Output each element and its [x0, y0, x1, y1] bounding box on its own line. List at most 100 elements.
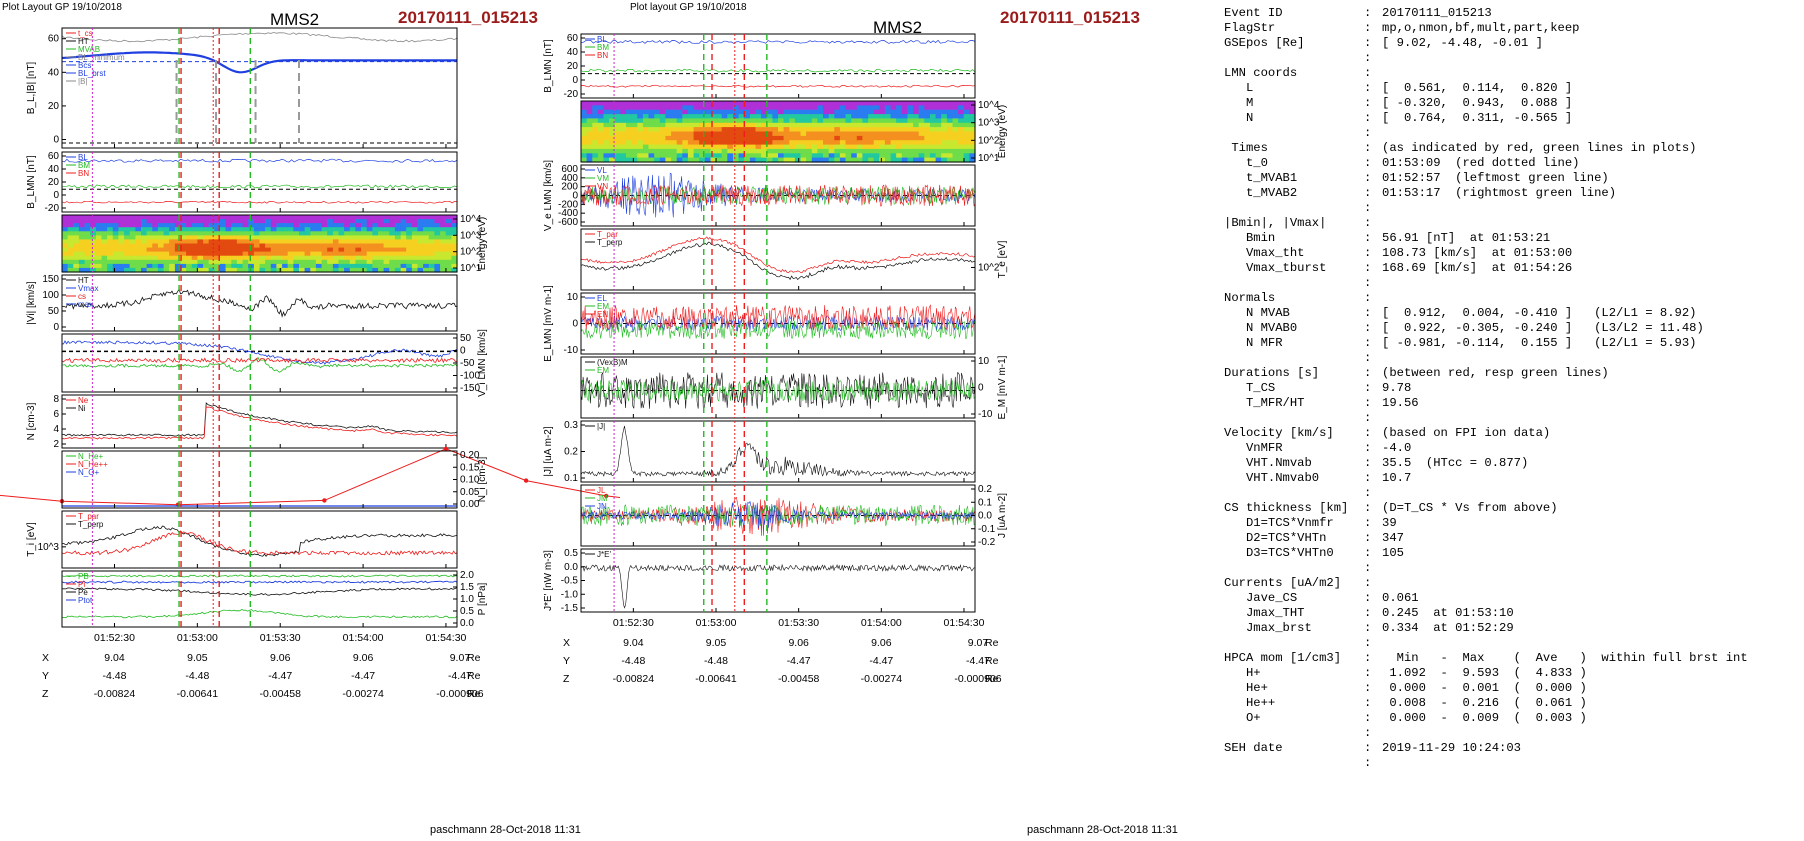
spectrogram-cell — [946, 118, 954, 124]
spectrogram-cell — [834, 131, 841, 137]
spectrogram-cell — [208, 235, 215, 241]
spectrogram-cell — [287, 235, 294, 241]
spectrogram-cell — [958, 157, 965, 163]
spectrogram-cell — [879, 135, 886, 141]
spectrogram-cell — [896, 105, 903, 111]
spectrogram-cell — [389, 223, 396, 228]
spectrogram-cell — [873, 101, 880, 106]
spectrogram-cell — [896, 127, 903, 133]
spectrogram-cell — [738, 135, 745, 141]
panel-frame — [61, 570, 458, 628]
spectrogram-cell — [952, 118, 959, 124]
spectrogram-cell — [141, 215, 148, 220]
spectrogram-cell — [349, 215, 356, 220]
spectrogram-cell — [856, 131, 863, 137]
spectrogram-cell — [868, 109, 875, 115]
spectrogram-cell — [946, 127, 954, 133]
y-tick-label: 10^1 — [460, 263, 482, 274]
spectrogram-cell — [620, 114, 627, 120]
info-key: LMN coords — [1224, 66, 1298, 80]
info-value: 0.000 - 0.009 ( 0.003 ) — [1382, 711, 1587, 725]
spectrogram-cell — [366, 263, 373, 269]
spectrogram-cell — [738, 127, 745, 133]
spectrogram-cell — [654, 127, 661, 133]
spectrogram-cell — [417, 251, 424, 257]
spectrogram-cell — [174, 231, 182, 236]
spectrogram-cell — [626, 135, 633, 141]
spectrogram-cell — [603, 140, 610, 146]
spectrogram-cell — [282, 263, 289, 269]
spectrogram-cell — [135, 251, 142, 257]
spectrogram-cell — [157, 243, 165, 249]
spectrogram-cell — [597, 101, 605, 106]
spectrogram-cell — [248, 239, 255, 245]
spectrogram-cell — [817, 114, 824, 120]
spectrogram-cell — [355, 247, 362, 253]
spectrogram-cell — [299, 255, 306, 261]
info-colon: : — [1364, 141, 1372, 155]
spectrogram-cell — [592, 135, 599, 141]
spectrogram-cell — [163, 251, 170, 257]
spectrogram-cell — [366, 239, 373, 245]
spectrogram-cell — [704, 144, 711, 150]
info-value: [ 0.912, 0.004, -0.410 ] (L2/L1 = 8.92) — [1382, 306, 1697, 320]
spectrogram-cell — [783, 148, 790, 154]
spectrogram-cell — [794, 105, 802, 111]
spectrogram-cell — [197, 239, 204, 245]
spectrogram-cell — [693, 153, 700, 159]
spectrogram-cell — [941, 114, 948, 120]
spectrogram-cell — [220, 223, 227, 228]
spectrogram-cell — [327, 231, 334, 236]
spectrogram-cell — [152, 247, 159, 253]
spectrogram-cell — [197, 219, 204, 224]
y-axis-label: T_e [eV] — [997, 240, 1008, 278]
spectrogram-cell — [845, 109, 852, 115]
spectrogram-cell — [716, 122, 723, 128]
ephemeris-unit: Re — [985, 637, 999, 649]
spectrogram-cell — [157, 267, 165, 273]
spectrogram-cell — [372, 251, 379, 257]
spectrogram-cell — [839, 148, 847, 154]
y-tick-label: 10^3 — [460, 230, 482, 241]
y-tick-label: 0 — [53, 135, 59, 146]
spectrogram-cell — [761, 105, 768, 111]
spectrogram-cell — [259, 235, 266, 241]
spectrogram-cell — [778, 122, 785, 128]
spectrogram-cell — [851, 135, 858, 141]
spectrogram-cell — [383, 219, 390, 224]
spectrogram-cell — [839, 127, 847, 133]
spectrogram-cell — [315, 215, 323, 220]
spectrogram-cell — [349, 239, 356, 245]
spectrogram-cell — [236, 247, 244, 253]
y-tick-label: 0.00 — [460, 499, 480, 510]
spectrogram-cell — [163, 255, 170, 261]
spectrogram-cell — [434, 219, 441, 224]
y-tick-label: -150 — [460, 383, 480, 394]
spectrogram-cell — [744, 148, 751, 154]
spectrogram-cell — [766, 118, 773, 124]
spectrogram-cell — [834, 105, 841, 111]
spectrogram-cell — [231, 215, 238, 220]
spectrogram-cell — [896, 109, 903, 115]
spectrogram-cell — [411, 259, 419, 265]
spectrogram-cell — [794, 131, 802, 137]
spectrogram-cell — [361, 215, 368, 220]
spectrogram-cell — [946, 135, 954, 141]
spectrogram-cell — [253, 219, 261, 224]
spectrogram-cell — [423, 247, 430, 253]
spectrogram-cell — [259, 243, 266, 249]
spectrogram-cell — [710, 109, 717, 115]
spectrogram-cell — [293, 235, 300, 241]
spectrogram-cell — [637, 131, 644, 137]
spectrogram-cell — [203, 239, 210, 245]
spectrogram-cell — [789, 144, 796, 150]
spectrogram-cell — [73, 243, 80, 249]
spectrogram-cell — [884, 101, 892, 106]
spectrogram-cell — [321, 247, 328, 253]
info-value: 105 — [1382, 546, 1404, 560]
spectrogram-cell — [789, 118, 796, 124]
spectrogram-cell — [299, 243, 306, 249]
spectrogram-cell — [642, 135, 650, 141]
spectrogram-cell — [423, 263, 430, 269]
